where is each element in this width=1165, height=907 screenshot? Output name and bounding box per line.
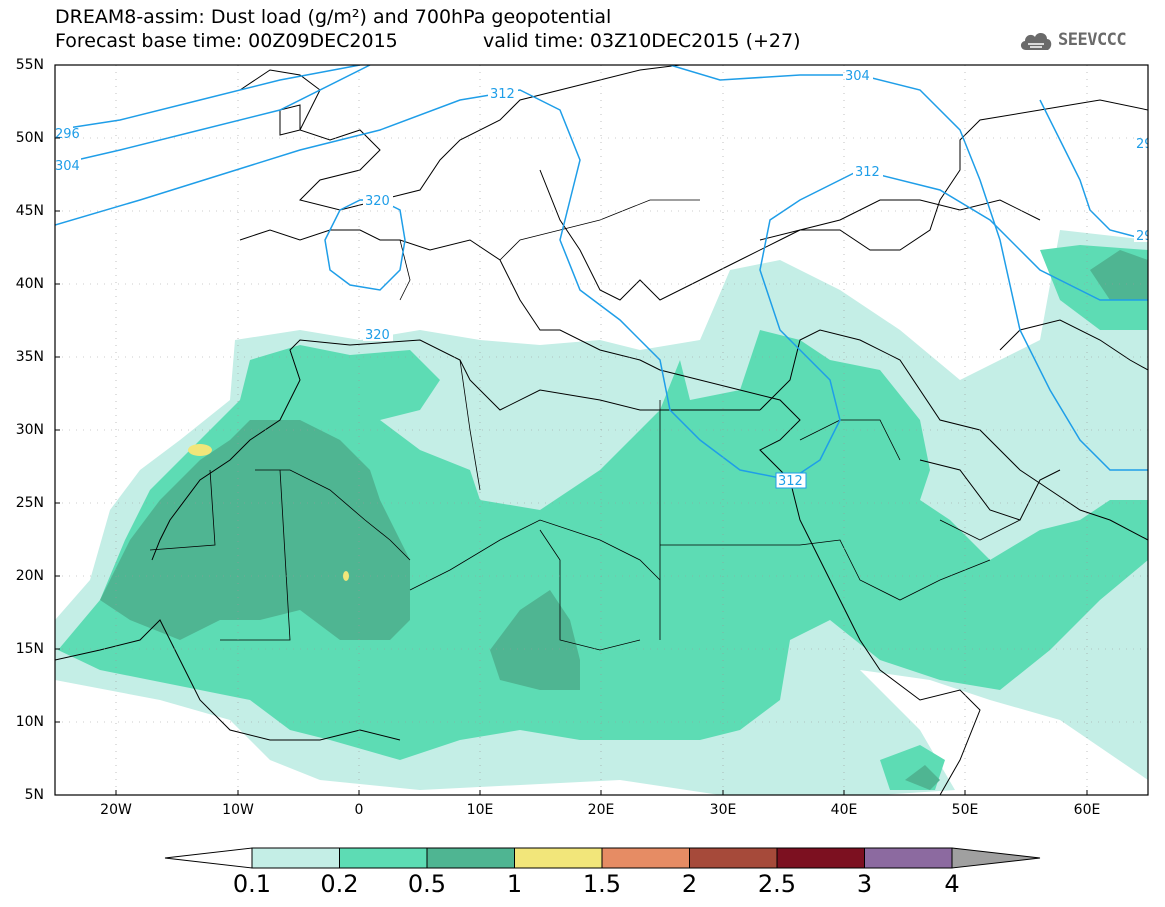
colorbar-label: 3 [856, 870, 873, 898]
lon-label: 40E [830, 802, 858, 818]
lat-label: 50N [15, 130, 44, 146]
lat-label: 15N [15, 641, 44, 657]
contour-label: 312 [490, 87, 515, 102]
lat-label: 25N [15, 495, 44, 511]
colorbar-label: 1.5 [582, 870, 622, 898]
contour-label: 312 [855, 165, 880, 180]
lat-label: 40N [15, 276, 44, 292]
contour-label: 312 [778, 474, 803, 489]
contour-label: 320 [365, 328, 390, 343]
lon-label: 0 [354, 802, 364, 818]
logo-text: SEEVCCC [1058, 30, 1127, 50]
lat-label: 5N [24, 787, 44, 803]
colorbar-label: 4 [944, 870, 960, 898]
contour-label: 296 [55, 127, 80, 142]
colorbar-label: 2 [681, 870, 698, 898]
contour-label: 296 [1136, 229, 1161, 244]
contour-label: 320 [365, 194, 390, 209]
lat-label: 35N [15, 349, 44, 365]
colorbar-label: 1 [506, 870, 523, 898]
country-borders [149, 199, 1021, 651]
dust-fill-dark [100, 250, 1148, 790]
cloud-icon [1020, 33, 1052, 50]
lat-label: 10N [15, 714, 44, 730]
contour-labels: 296 304 312 320 320 312 304 312 296 296 [55, 68, 1161, 489]
contour-label: 296 [1136, 137, 1161, 152]
contour-label: 304 [845, 69, 870, 84]
colorbar-label: 2.5 [757, 870, 797, 898]
lon-label: 50E [951, 802, 979, 818]
lat-label: 55N [15, 57, 44, 73]
dust-fill-yellow [188, 444, 349, 581]
lon-label: 60E [1073, 802, 1101, 818]
map-title: DREAM8-assim: Dust load (g/m²) and 700hP… [55, 6, 612, 28]
axis-ticks [55, 64, 1088, 796]
lon-label: 20E [587, 802, 615, 818]
colorbar-label: 0.5 [407, 870, 447, 898]
contour-label: 304 [55, 159, 80, 174]
lon-label: 30E [709, 802, 737, 818]
seevccc-logo: SEEVCCC [1018, 26, 1127, 54]
lon-label: 10W [222, 802, 254, 818]
colorbar-label: 0.1 [232, 870, 272, 898]
colorbar-label: 0.2 [320, 870, 359, 898]
lat-label: 45N [15, 203, 44, 219]
lat-label: 20N [15, 568, 44, 584]
valid-time-label: valid time: 03Z10DEC2015 (+27) [483, 30, 801, 52]
base-time-label: Forecast base time: 00Z09DEC2015 [55, 30, 398, 52]
lon-label: 10E [466, 802, 494, 818]
graticule [55, 65, 1148, 795]
lon-label: 20W [100, 802, 132, 818]
lat-label: 30N [15, 422, 44, 438]
